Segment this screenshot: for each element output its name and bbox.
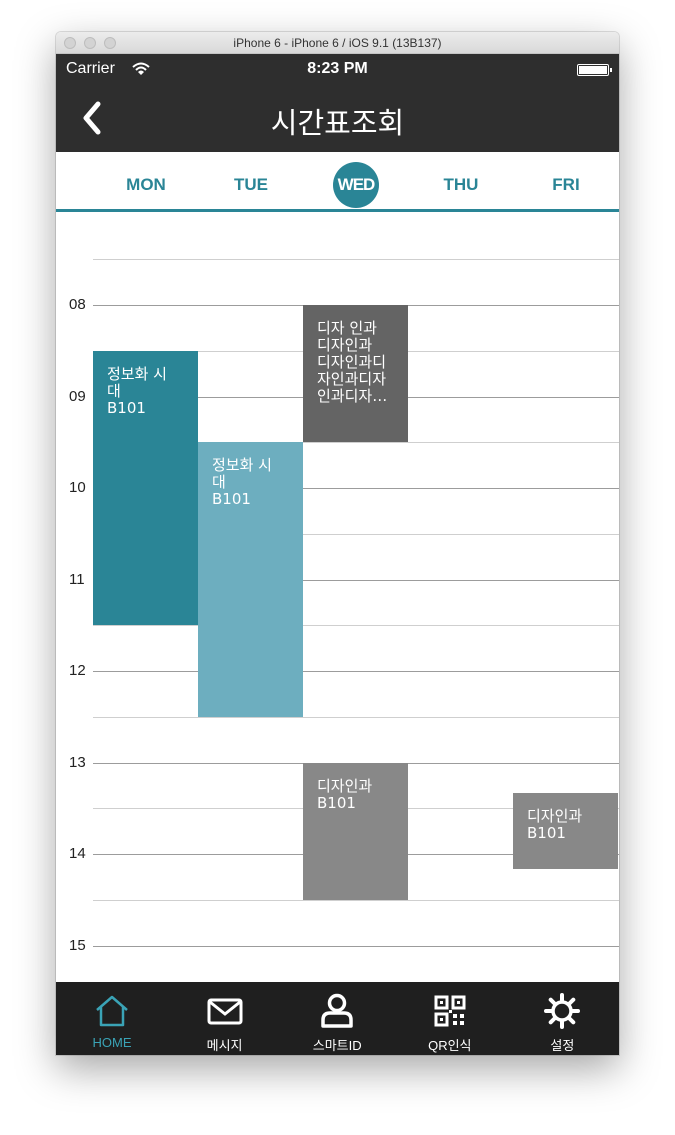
wifi-icon bbox=[132, 62, 150, 75]
day-tab-tue[interactable]: TUE bbox=[234, 175, 268, 194]
zoom-window-button[interactable] bbox=[104, 37, 116, 49]
grid-line bbox=[93, 625, 619, 626]
grid-line bbox=[93, 442, 619, 443]
grid-line bbox=[93, 580, 619, 581]
navigation-bar: 시간표조회 bbox=[56, 84, 619, 152]
hour-label: 10 bbox=[69, 479, 86, 496]
class-block[interactable]: 디자인과 B101 bbox=[513, 793, 618, 869]
mail-icon bbox=[207, 998, 243, 1025]
tab-user[interactable]: 스마트ID bbox=[281, 982, 393, 1055]
weekday-selector: MON TUE WED THU FRI bbox=[56, 152, 619, 212]
class-title: 디자인과 bbox=[527, 807, 583, 825]
class-block[interactable]: 정보화 시 대 B101 bbox=[198, 442, 303, 717]
window-title: iPhone 6 - iPhone 6 / iOS 9.1 (13B137) bbox=[233, 36, 442, 50]
class-block[interactable]: 디자인과 B101 bbox=[303, 763, 408, 900]
tab-gear[interactable]: 설정 bbox=[506, 982, 618, 1055]
class-room: B101 bbox=[317, 794, 356, 812]
timetable-grid: 08 09 10 11 12 13 14 15 정보화 시 대 B101 정보화 시 대 B101 디자… bbox=[56, 215, 619, 982]
window-titlebar: iPhone 6 - iPhone 6 / iOS 9.1 (13B137) bbox=[56, 32, 619, 54]
hour-label: 13 bbox=[69, 754, 86, 771]
grid-line bbox=[93, 534, 619, 535]
day-tab-mon[interactable]: MON bbox=[126, 175, 166, 194]
class-room: B101 bbox=[527, 824, 566, 842]
tab-label: 설정 bbox=[550, 1038, 575, 1053]
tab-bar: HOME 메시지 스마트ID QR인식 설정 bbox=[56, 982, 619, 1055]
user-icon bbox=[321, 993, 353, 1028]
gear-icon bbox=[544, 993, 581, 1029]
grid-line bbox=[93, 671, 619, 672]
class-block[interactable]: 디자 인과 디자인과 디자인과디 자인과디자 인과디자… bbox=[303, 305, 408, 442]
tab-label: 메시지 bbox=[206, 1038, 243, 1053]
grid-line bbox=[93, 259, 619, 260]
class-room: B101 bbox=[107, 399, 146, 417]
tab-label: QR인식 bbox=[428, 1038, 472, 1053]
grid-line bbox=[93, 900, 619, 901]
day-tab-wed[interactable]: WED bbox=[333, 162, 379, 208]
class-room: B101 bbox=[212, 490, 251, 508]
hour-label: 15 bbox=[69, 937, 86, 954]
status-time: 8:23 PM bbox=[307, 60, 368, 77]
status-bar: Carrier 8:23 PM bbox=[56, 54, 619, 84]
hour-label: 08 bbox=[69, 296, 86, 313]
hour-label: 12 bbox=[69, 662, 86, 679]
close-window-button[interactable] bbox=[64, 37, 76, 49]
class-title: 정보화 시 대 bbox=[212, 456, 272, 491]
tab-qr-code[interactable]: QR인식 bbox=[394, 982, 506, 1055]
grid-line bbox=[93, 488, 619, 489]
class-title: 정보화 시 대 bbox=[107, 365, 167, 400]
grid-line bbox=[93, 717, 619, 718]
carrier-label: Carrier bbox=[66, 60, 115, 77]
tab-mail[interactable]: 메시지 bbox=[169, 982, 281, 1055]
minimize-window-button[interactable] bbox=[84, 37, 96, 49]
hour-label: 11 bbox=[69, 571, 85, 588]
grid-line bbox=[93, 946, 619, 947]
battery-icon bbox=[577, 64, 612, 76]
tab-home[interactable]: HOME bbox=[56, 982, 168, 1055]
tab-label: 스마트ID bbox=[312, 1038, 362, 1053]
day-tab-thu[interactable]: THU bbox=[443, 175, 479, 194]
class-title: 디자인과 bbox=[317, 777, 373, 795]
hour-label: 14 bbox=[69, 845, 86, 862]
page-title: 시간표조회 bbox=[270, 106, 405, 140]
hour-label: 09 bbox=[69, 388, 86, 405]
qr-code-icon bbox=[434, 995, 466, 1027]
class-title: 디자 인과 디자인과 디자인과디 자인과디자 인과디자… bbox=[317, 319, 388, 405]
class-block[interactable]: 정보화 시 대 B101 bbox=[93, 351, 198, 625]
tab-label: HOME bbox=[92, 1035, 132, 1050]
simulator-window: iPhone 6 - iPhone 6 / iOS 9.1 (13B137) C… bbox=[56, 32, 619, 1055]
back-icon[interactable] bbox=[74, 98, 114, 138]
home-icon bbox=[96, 995, 128, 1027]
day-tab-fri[interactable]: FRI bbox=[552, 175, 580, 194]
